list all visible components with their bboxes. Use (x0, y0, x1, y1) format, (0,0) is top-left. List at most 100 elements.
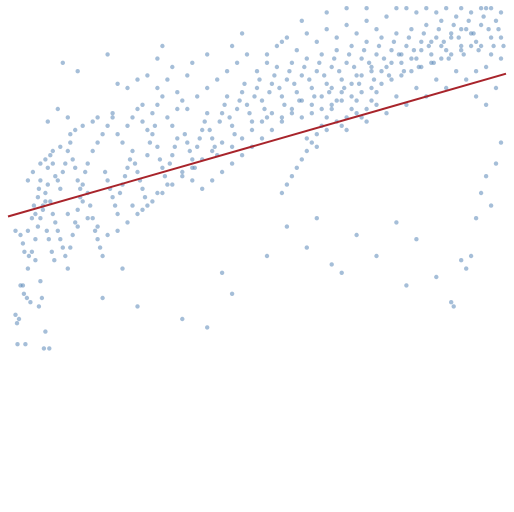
data-point (274, 64, 280, 70)
data-point (127, 157, 133, 162)
data-point (135, 304, 140, 309)
data-point (43, 329, 48, 334)
data-point (23, 342, 28, 347)
data-point (48, 199, 53, 204)
data-point (498, 56, 504, 61)
data-point (229, 43, 235, 49)
data-point (80, 123, 85, 128)
data-point (239, 153, 245, 158)
data-point (75, 207, 80, 212)
data-point (36, 304, 42, 309)
data-point (409, 56, 414, 61)
data-point (132, 161, 138, 166)
data-point (150, 199, 155, 204)
data-point (364, 6, 369, 11)
data-point (58, 144, 63, 149)
data-point (50, 148, 55, 154)
data-point (105, 178, 110, 183)
data-point (468, 43, 474, 49)
data-point (162, 174, 168, 179)
data-point (319, 94, 324, 99)
data-point (25, 266, 31, 271)
data-point (264, 60, 270, 65)
data-point (344, 6, 349, 11)
data-point (90, 216, 95, 221)
data-point (459, 27, 464, 32)
data-point (409, 69, 414, 74)
data-point (381, 56, 387, 61)
data-point (145, 153, 150, 158)
data-point (339, 77, 344, 82)
data-point (165, 115, 170, 120)
data-point (406, 35, 412, 40)
data-point (386, 73, 392, 78)
data-point (332, 56, 337, 61)
data-point (424, 22, 429, 28)
data-point (289, 111, 295, 116)
data-point (254, 85, 260, 91)
data-point (459, 48, 464, 53)
data-point (195, 144, 200, 149)
data-point (170, 153, 175, 158)
data-point (399, 73, 404, 78)
data-point (160, 43, 165, 49)
data-point (374, 90, 379, 95)
data-point (264, 253, 270, 259)
data-point (38, 279, 43, 284)
data-point (165, 77, 170, 82)
data-point (294, 165, 299, 170)
data-point (369, 64, 374, 70)
data-point (130, 203, 135, 208)
data-point (160, 94, 165, 99)
data-point (449, 300, 454, 305)
data-point (267, 90, 272, 95)
data-point (25, 228, 31, 233)
data-point (478, 43, 484, 49)
data-point (125, 123, 130, 128)
data-point (359, 56, 364, 61)
data-point (464, 77, 469, 82)
data-point (282, 102, 287, 108)
data-point (339, 90, 344, 95)
data-point (50, 211, 55, 217)
data-point (229, 144, 235, 149)
data-point (324, 127, 329, 133)
data-point (175, 90, 180, 95)
data-point (439, 43, 444, 49)
data-point (180, 316, 185, 322)
data-point (155, 144, 160, 149)
data-point (399, 52, 404, 57)
data-point (284, 77, 290, 82)
data-point (264, 52, 270, 57)
data-point (324, 27, 329, 32)
data-point (309, 111, 314, 116)
data-point (473, 216, 479, 221)
data-point (155, 190, 160, 196)
data-point (190, 60, 195, 65)
data-point (40, 207, 46, 212)
data-point (160, 165, 165, 170)
data-point (33, 211, 38, 217)
data-point (237, 98, 242, 103)
data-point (22, 249, 27, 254)
data-point (277, 85, 282, 91)
data-point (222, 102, 227, 108)
data-point (229, 161, 235, 166)
data-point (279, 115, 285, 120)
data-point (314, 132, 319, 137)
data-point (170, 123, 175, 128)
data-point (185, 140, 190, 145)
data-point (483, 174, 489, 179)
data-point (411, 48, 417, 53)
data-point (46, 237, 51, 242)
data-point (63, 161, 68, 166)
trend-line (7, 72, 507, 218)
data-point (95, 140, 100, 145)
data-point (83, 169, 88, 175)
data-point (349, 106, 354, 112)
data-point (50, 161, 55, 166)
data-point (329, 85, 334, 91)
data-point (38, 216, 43, 221)
data-point (35, 224, 41, 229)
data-point (374, 27, 379, 32)
